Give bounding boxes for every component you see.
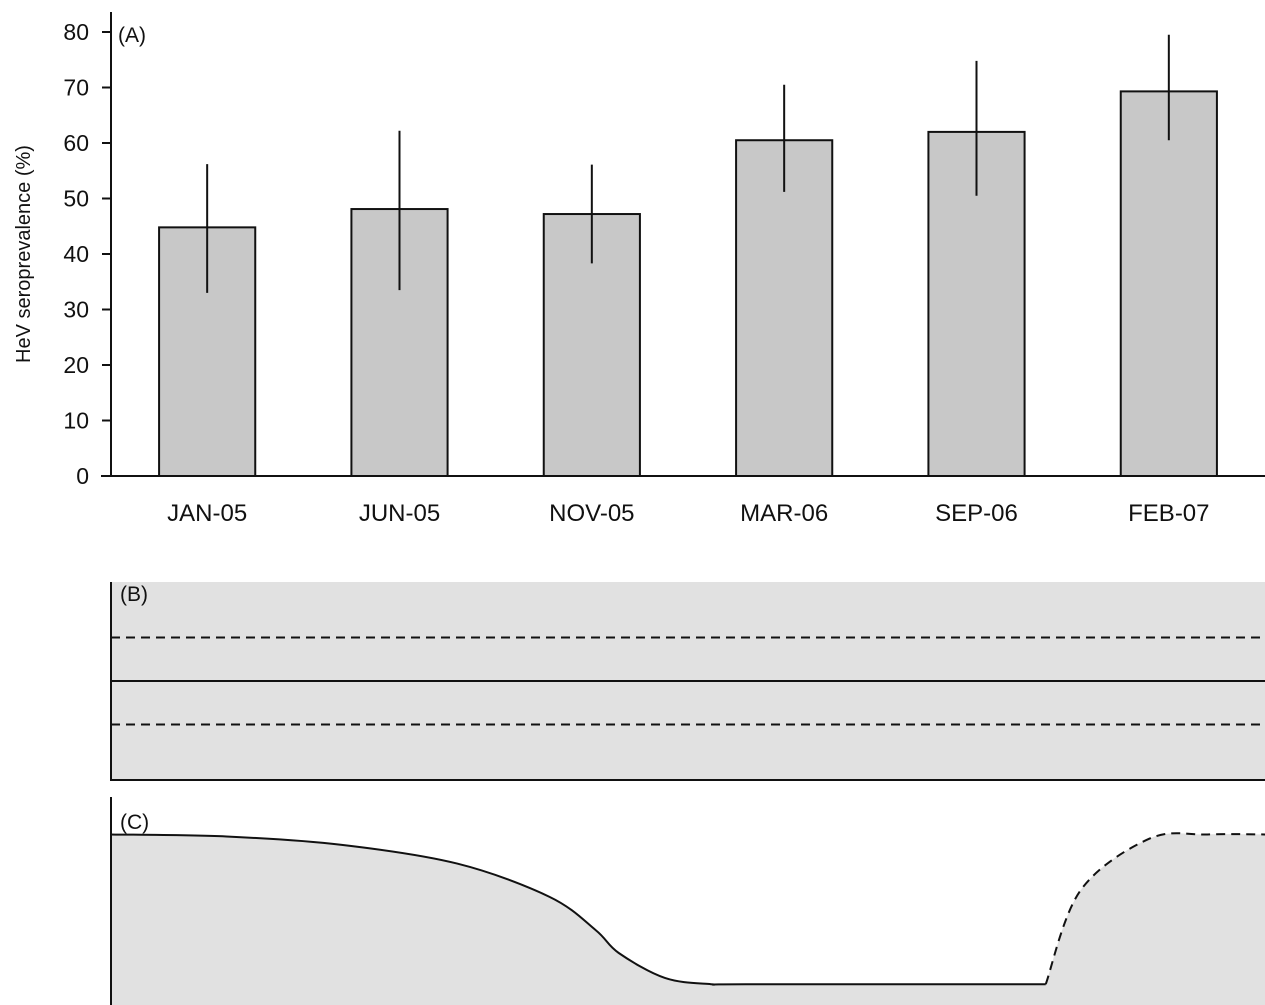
x-tick-labels: JAN-05 JUN-05 NOV-05 MAR-06 SEP-06 FEB-07 bbox=[167, 500, 1209, 527]
y-tick-label: 80 bbox=[63, 19, 89, 45]
x-tick-label: SEP-06 bbox=[935, 500, 1018, 527]
x-tick-label: FEB-07 bbox=[1128, 500, 1209, 527]
dashed-curve bbox=[1044, 832, 1265, 985]
y-tick-label: 60 bbox=[63, 130, 89, 156]
panel-c: (C) bbox=[110, 797, 1265, 1005]
error-bars bbox=[206, 34, 1170, 293]
bar bbox=[1119, 90, 1218, 477]
y-tick-label: 70 bbox=[63, 75, 89, 101]
x-tick-label: JAN-05 bbox=[167, 500, 247, 527]
y-tick-label: 40 bbox=[63, 241, 89, 267]
x-tick-label: JUN-05 bbox=[359, 500, 440, 527]
y-ticks: 0 10 20 30 40 50 60 70 80 bbox=[63, 19, 111, 489]
panel-a: 0 10 20 30 40 50 60 70 80 JAN-05 JUN-05 NOV-05 MAR-… bbox=[13, 12, 1265, 527]
y-tick-label: 10 bbox=[63, 408, 89, 434]
bar-series bbox=[158, 90, 1218, 477]
y-tick-label: 20 bbox=[63, 352, 89, 378]
x-tick-label: MAR-06 bbox=[740, 500, 828, 527]
solid-curve bbox=[110, 833, 1046, 986]
x-tick-label: NOV-05 bbox=[549, 500, 634, 527]
panel-label-a: (A) bbox=[118, 24, 146, 47]
panel-label-c: (C) bbox=[120, 811, 149, 834]
y-axis-title: HeV seroprevalence (%) bbox=[13, 145, 35, 363]
y-tick-label: 30 bbox=[63, 297, 89, 323]
bar bbox=[735, 139, 834, 477]
shaded-region bbox=[111, 833, 1265, 1005]
y-tick-label: 0 bbox=[76, 463, 89, 489]
panel-b: (B) bbox=[110, 582, 1265, 781]
panel-label-b: (B) bbox=[120, 583, 148, 606]
y-tick-label: 50 bbox=[63, 186, 89, 212]
